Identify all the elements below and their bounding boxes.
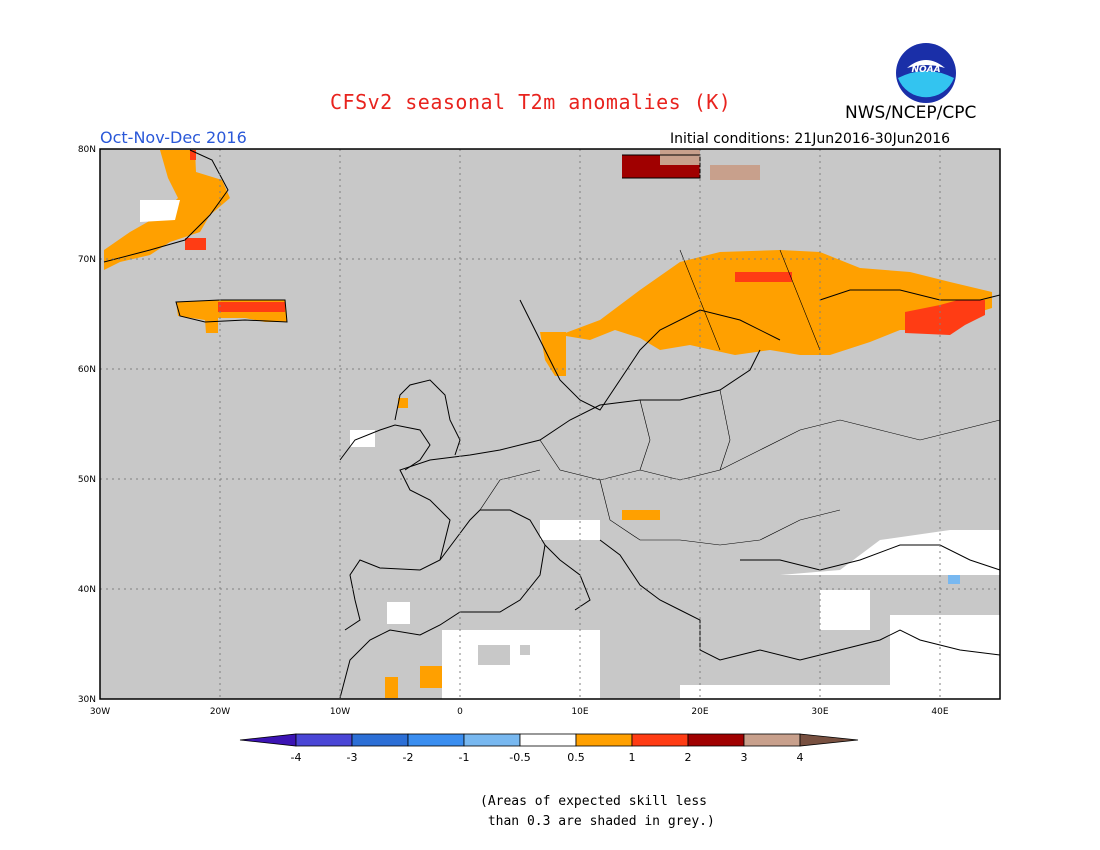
- colorbar-label: -2: [403, 751, 414, 764]
- lon-tick-label: 40E: [931, 707, 948, 717]
- lon-tick-label: 20W: [210, 707, 230, 717]
- colorbar-swatch: [351, 733, 409, 747]
- colorbar-swatch: [407, 733, 465, 747]
- colorbar-label: -0.5: [509, 751, 530, 764]
- lat-tick-label: 80N: [78, 145, 96, 155]
- colorbar-arrow-right: [799, 733, 859, 747]
- colorbar-label: 0.5: [567, 751, 585, 764]
- map-title: CFSv2 seasonal T2m anomalies (K): [330, 90, 732, 114]
- colorbar-labels: -4 -3 -2 -1 -0.5 0.5 1 2 3 4: [291, 751, 804, 764]
- colorbar: -4 -3 -2 -1 -0.5 0.5 1 2 3 4: [239, 733, 859, 764]
- noaa-logo: NOAA: [896, 43, 956, 103]
- season-label: Oct-Nov-Dec 2016: [100, 128, 247, 147]
- lat-tick-label: 60N: [78, 365, 96, 375]
- colorbar-swatch: [687, 733, 745, 747]
- lat-tick-label: 30N: [78, 695, 96, 705]
- colorbar-label: 4: [797, 751, 804, 764]
- colorbar-label: -4: [291, 751, 302, 764]
- colorbar-swatch: [295, 733, 353, 747]
- colorbar-swatch: [463, 733, 521, 747]
- initial-conditions-label: Initial conditions: 21Jun2016-30Jun2016: [670, 131, 951, 147]
- colorbar-arrow-left: [239, 733, 297, 747]
- lon-tick-label: 30E: [811, 707, 828, 717]
- colorbar-swatch: [519, 733, 577, 747]
- lat-tick-label: 70N: [78, 255, 96, 265]
- anomaly-map: 30N 40N 50N 60N 70N 80N 30W 20W 10W 0 10…: [78, 145, 1001, 717]
- colorbar-swatch: [575, 733, 633, 747]
- colorbar-label: 1: [629, 751, 636, 764]
- skill-footnote: (Areas of expected skill less than 0.3 a…: [480, 794, 715, 829]
- colorbar-swatch: [631, 733, 689, 747]
- colorbar-label: 2: [685, 751, 692, 764]
- anomaly-fields: [104, 150, 1000, 699]
- colorbar-swatch: [743, 733, 801, 747]
- lat-ticks: 30N 40N 50N 60N 70N 80N: [78, 145, 96, 705]
- map-gridlines: [100, 149, 1000, 699]
- svg-text:NOAA: NOAA: [911, 65, 940, 75]
- agency-label: NWS/NCEP/CPC: [845, 103, 977, 123]
- country-borders: [479, 249, 1001, 546]
- lon-tick-label: 20E: [691, 707, 708, 717]
- lon-ticks: 30W 20W 10W 0 10E 20E 30E 40E: [90, 707, 949, 717]
- lon-tick-label: 0: [457, 707, 463, 717]
- lat-tick-label: 50N: [78, 475, 96, 485]
- lon-tick-label: 10E: [571, 707, 588, 717]
- colorbar-label: -3: [347, 751, 358, 764]
- colorbar-label: 3: [741, 751, 748, 764]
- map-frame: [99, 148, 1001, 700]
- colorbar-label: -1: [459, 751, 470, 764]
- colorbar-swatches: [239, 733, 859, 747]
- lon-tick-label: 10W: [330, 707, 350, 717]
- lon-tick-label: 30W: [90, 707, 110, 717]
- lat-tick-label: 40N: [78, 585, 96, 595]
